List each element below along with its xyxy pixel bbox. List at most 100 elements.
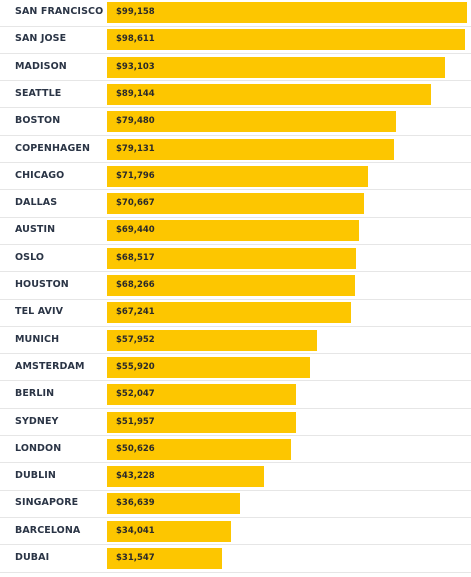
bar bbox=[107, 193, 364, 215]
bar bbox=[107, 2, 467, 23]
row-divider bbox=[0, 407, 471, 409]
chart-row: COPENHAGEN $79,131 bbox=[0, 138, 471, 165]
value-label: $98,611 bbox=[116, 34, 155, 45]
bar bbox=[107, 548, 222, 569]
bar bbox=[107, 165, 368, 187]
bar bbox=[107, 411, 296, 433]
value-label: $52,047 bbox=[116, 389, 155, 400]
chart-row: DALLAS $70,667 bbox=[0, 192, 471, 219]
row-divider bbox=[0, 271, 471, 273]
bar bbox=[107, 466, 264, 488]
category-label: MADISON bbox=[15, 60, 67, 72]
category-label: DUBLIN bbox=[15, 470, 56, 482]
bar bbox=[107, 83, 431, 105]
row-divider bbox=[0, 489, 471, 491]
bar bbox=[107, 438, 291, 460]
bar bbox=[107, 29, 465, 51]
value-label: $57,952 bbox=[116, 334, 155, 345]
chart-row: OSLO $68,517 bbox=[0, 247, 471, 274]
value-label: $70,667 bbox=[116, 198, 155, 209]
category-label: BERLIN bbox=[15, 388, 55, 400]
value-label: $31,547 bbox=[116, 553, 155, 563]
row-divider bbox=[0, 435, 471, 436]
value-label: $99,158 bbox=[116, 7, 155, 17]
row-divider bbox=[0, 516, 471, 518]
category-label: MUNICH bbox=[15, 333, 60, 345]
chart-row: BARCELONA $34,041 bbox=[0, 520, 471, 547]
row-divider bbox=[0, 107, 471, 109]
value-label: $71,796 bbox=[116, 170, 155, 181]
row-divider bbox=[0, 544, 471, 546]
chart-row: AMSTERDAM $55,920 bbox=[0, 356, 471, 383]
chart-row: AUSTIN $69,440 bbox=[0, 219, 471, 246]
bar bbox=[107, 247, 356, 269]
chart-row: SEATTLE $89,144 bbox=[0, 83, 471, 110]
row-divider bbox=[0, 162, 471, 163]
value-label: $34,041 bbox=[116, 525, 155, 536]
row-divider bbox=[0, 80, 471, 82]
bar bbox=[107, 220, 360, 242]
row-divider bbox=[0, 325, 471, 327]
value-label: $55,920 bbox=[116, 361, 155, 372]
chart-row: HOUSTON $68,266 bbox=[0, 274, 471, 301]
row-divider bbox=[0, 380, 471, 382]
chart-row: BOSTON $79,480 bbox=[0, 110, 471, 137]
row-divider bbox=[0, 134, 471, 136]
bar bbox=[107, 520, 231, 542]
chart-row: SAN JOSE $98,611 bbox=[0, 28, 471, 55]
value-label: $68,517 bbox=[116, 252, 155, 263]
chart-row: SAN FRANCISCO $99,158 bbox=[0, 1, 471, 28]
category-label: HOUSTON bbox=[15, 279, 69, 290]
value-label: $93,103 bbox=[116, 61, 155, 72]
bar bbox=[107, 111, 396, 133]
bar bbox=[107, 356, 311, 378]
bar bbox=[107, 493, 241, 515]
category-label: AMSTERDAM bbox=[15, 360, 85, 372]
value-label: $43,228 bbox=[116, 471, 155, 482]
category-label: SAN FRANCISCO bbox=[15, 6, 104, 17]
category-label: SINGAPORE bbox=[15, 497, 79, 509]
category-label: TEL AVIV bbox=[15, 306, 64, 318]
category-label: COPENHAGEN bbox=[15, 142, 90, 154]
bar bbox=[107, 56, 446, 78]
row-divider bbox=[0, 298, 471, 300]
row-divider bbox=[0, 25, 471, 27]
chart-row: DUBAI $31,547 bbox=[0, 547, 471, 574]
value-label: $50,626 bbox=[116, 443, 155, 454]
row-divider bbox=[0, 462, 471, 464]
chart-row: SYDNEY $51,957 bbox=[0, 411, 471, 438]
category-label: SAN JOSE bbox=[15, 33, 67, 45]
category-label: DUBAI bbox=[15, 552, 50, 563]
value-label: $79,131 bbox=[116, 143, 155, 154]
chart-row: MADISON $93,103 bbox=[0, 56, 471, 83]
category-label: LONDON bbox=[15, 442, 62, 454]
row-divider bbox=[0, 243, 471, 245]
bar bbox=[107, 138, 395, 160]
row-divider bbox=[0, 52, 471, 54]
category-label: CHICAGO bbox=[15, 169, 65, 181]
category-label: OSLO bbox=[15, 251, 45, 263]
row-divider bbox=[0, 216, 471, 218]
bar bbox=[107, 329, 318, 351]
chart-row: SINGAPORE $36,639 bbox=[0, 492, 471, 519]
chart-row: CHICAGO $71,796 bbox=[0, 165, 471, 192]
row-divider bbox=[0, 189, 471, 191]
category-label: BOSTON bbox=[15, 115, 61, 127]
value-label: $36,639 bbox=[116, 498, 155, 509]
category-label: DALLAS bbox=[15, 197, 58, 209]
row-divider bbox=[0, 571, 471, 573]
row-divider bbox=[0, 353, 471, 355]
chart-row: BERLIN $52,047 bbox=[0, 383, 471, 410]
chart-row: LONDON $50,626 bbox=[0, 438, 471, 465]
category-label: SEATTLE bbox=[15, 87, 62, 99]
chart-row: MUNICH $57,952 bbox=[0, 329, 471, 356]
category-label: BARCELONA bbox=[15, 524, 81, 536]
value-label: $79,480 bbox=[116, 116, 155, 127]
value-label: $67,241 bbox=[116, 307, 155, 318]
category-label: SYDNEY bbox=[15, 415, 59, 427]
value-label: $69,440 bbox=[116, 225, 155, 236]
category-label: AUSTIN bbox=[15, 224, 56, 236]
chart-row: TEL AVIV $67,241 bbox=[0, 301, 471, 328]
bar bbox=[107, 302, 352, 324]
